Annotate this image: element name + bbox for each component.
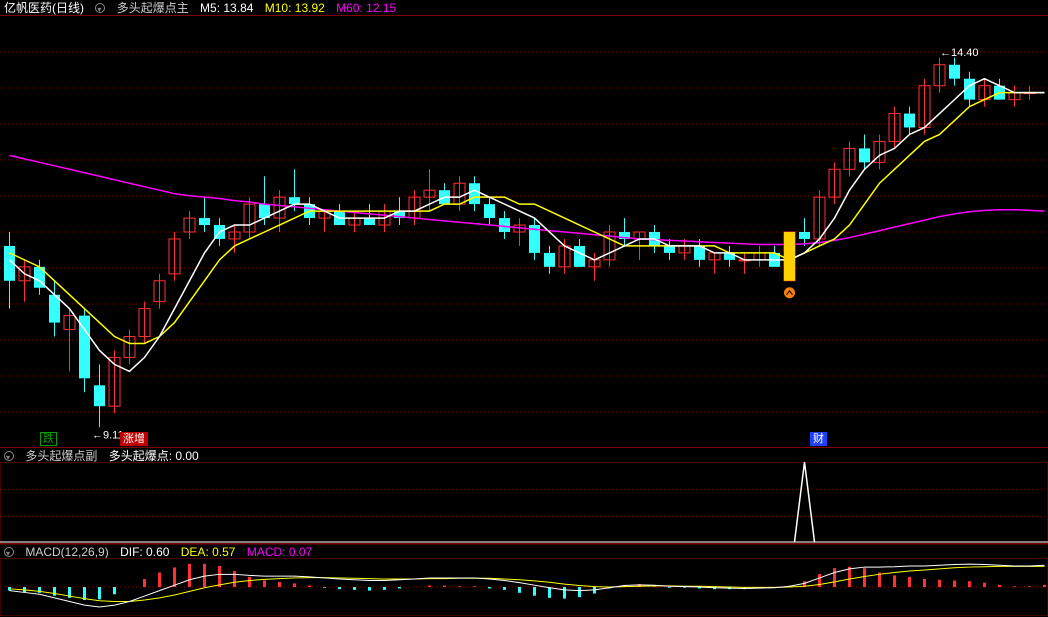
stock-title: 亿帆医药(日线) xyxy=(4,1,84,15)
chart-stage: 亿帆医药(日线) 多头起爆点主 M5: 13.84 M10: 13.92 M60… xyxy=(0,0,1048,617)
ma60-label: M60: 12.15 xyxy=(336,1,396,15)
main-header: 亿帆医药(日线) 多头起爆点主 M5: 13.84 M10: 13.92 M60… xyxy=(0,0,404,16)
svg-text:←9.11: ←9.11 xyxy=(92,429,124,441)
macd-chart[interactable] xyxy=(0,558,1048,616)
sub-indicator-name: 多头起爆点副 xyxy=(25,449,97,463)
sub-indicator-value: 多头起爆点: 0.00 xyxy=(109,449,199,463)
sub-settings-icon[interactable] xyxy=(4,451,14,461)
macd-dif: DIF: 0.60 xyxy=(120,545,169,559)
event-badge[interactable]: 财 xyxy=(810,432,827,446)
ma10-label: M10: 13.92 xyxy=(265,1,325,15)
ma5-label: M5: 13.84 xyxy=(200,1,253,15)
indicator-name: 多头起爆点主 xyxy=(117,1,189,15)
macd-macd: MACD: 0.07 xyxy=(247,545,312,559)
macd-dea: DEA: 0.57 xyxy=(181,545,236,559)
event-badge[interactable]: 涨增 xyxy=(120,432,148,446)
svg-text:←14.40: ←14.40 xyxy=(940,47,979,59)
macd-name: MACD(12,26,9) xyxy=(25,545,108,559)
macd-settings-icon[interactable] xyxy=(4,547,14,557)
event-badge[interactable]: 跌 xyxy=(40,432,57,446)
main-chart[interactable]: ←14.40 ←9.11 xyxy=(0,16,1048,448)
indicator-settings-icon[interactable] xyxy=(95,3,105,13)
